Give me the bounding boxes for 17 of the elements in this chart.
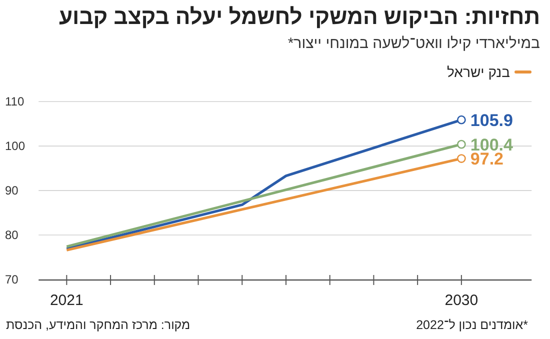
- chart-subtitle: במיליארדי קילו וואט־לשעה במונחי ייצור*: [288, 35, 540, 52]
- data-label: 97.2: [470, 150, 504, 169]
- y-tick-label: 110: [5, 94, 24, 109]
- point: [456, 115, 466, 124]
- legend-label: בנק ישראל: [447, 64, 510, 80]
- text: *אומדנים נכון ל־2022: [416, 318, 528, 332]
- text: מקור: מרכז המחקר והמידע, הכנסת: [6, 318, 190, 332]
- chart-title: תחזיות: הביקוש המשקי לחשמל יעלה בקצב קבוע: [58, 4, 540, 29]
- y-tick-label: 100: [5, 139, 26, 154]
- y-tick-label: 80: [5, 228, 19, 242]
- y-tick-label: 90: [5, 184, 19, 198]
- y-tick-label: 70: [5, 272, 19, 286]
- x-tick-label: 2021: [50, 292, 84, 309]
- point: [456, 140, 466, 149]
- data-label: 105.9: [470, 110, 513, 130]
- point: [456, 154, 466, 163]
- x-tick-label: 2030: [444, 292, 478, 309]
